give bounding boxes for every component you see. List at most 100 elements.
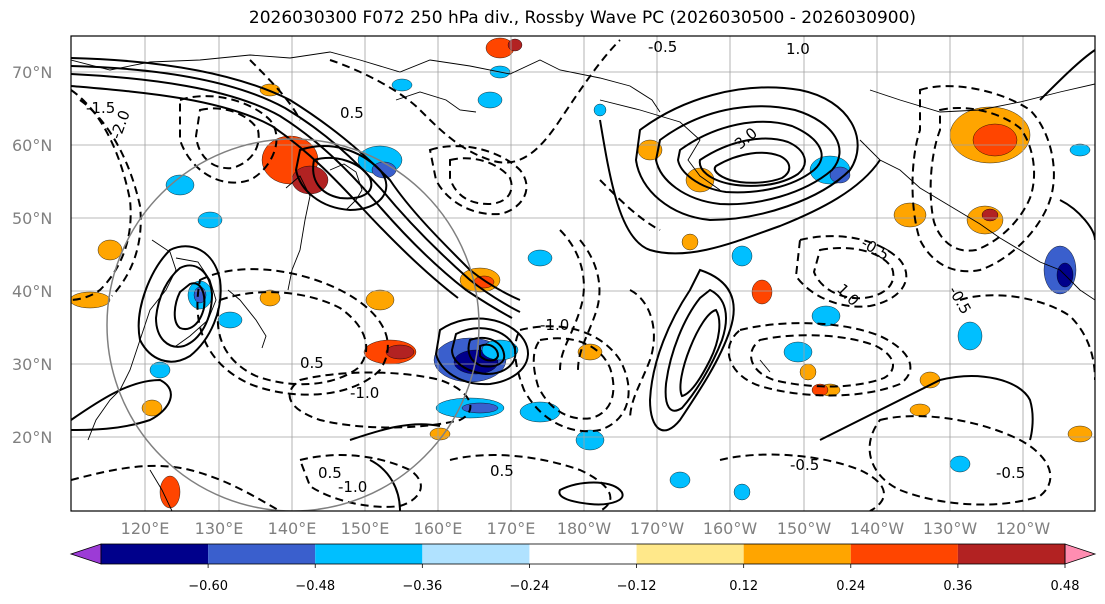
- shading-patch: [575, 429, 605, 451]
- contour-label: -0.5: [996, 464, 1025, 482]
- lat-label: 30°N: [12, 355, 52, 374]
- lon-label: 150°E: [341, 519, 390, 538]
- lon-label: 120°E: [121, 519, 170, 538]
- contour-label: 0.5: [300, 354, 324, 372]
- colorbar-tick-label: −0.12: [617, 579, 657, 594]
- shading-patch: [461, 402, 499, 414]
- contour-label: 0.5: [490, 462, 514, 480]
- colorbar-tick-labels: −0.60 −0.48 −0.36 −0.24 −0.12 0.12 0.24 0.36 0.4…: [188, 564, 1080, 594]
- colorbar: [69, 543, 1097, 565]
- shading-patch: [477, 91, 503, 109]
- contour-label: -0.5: [790, 456, 819, 474]
- shading-patch: [71, 291, 111, 309]
- colorbar-bin: [529, 544, 637, 564]
- map-frame: [70, 35, 1096, 512]
- shading-patch: [507, 38, 523, 52]
- lat-label: 40°N: [12, 282, 52, 301]
- colorbar-tick-label: −0.24: [510, 579, 550, 594]
- colorbar-tick-label: 0.36: [943, 579, 972, 594]
- contour-labels: -0.5 1.0 -1.5 -2.0 0.5 3.0 -1.0 -0.5 1.0…: [86, 38, 1025, 496]
- contour-label: 3.0: [731, 124, 761, 153]
- colorbar-tick-label: 0.12: [729, 579, 758, 594]
- shading-patch: [799, 363, 817, 381]
- lon-label: 160°E: [414, 519, 463, 538]
- latitude-labels: 70°N 60°N 50°N 40°N 30°N 20°N: [12, 63, 52, 447]
- shading-patch: [981, 208, 999, 222]
- lat-label: 70°N: [12, 63, 52, 82]
- shading-patch: [527, 249, 553, 267]
- contour-label: 1.0: [833, 280, 863, 310]
- region-circle: [106, 138, 480, 511]
- contour-label: -0.5: [648, 38, 677, 56]
- divergence-shading: [71, 37, 1093, 509]
- colorbar-bin: [422, 544, 530, 564]
- lon-label: 150°W: [777, 519, 832, 538]
- lon-label: 160°W: [703, 519, 758, 538]
- contour-label: -1.0: [338, 478, 367, 496]
- shading-patch: [365, 289, 395, 311]
- colorbar-tick-label: −0.36: [402, 579, 442, 594]
- shading-patch: [593, 103, 607, 117]
- colorbar-under-arrow: [69, 543, 102, 565]
- colorbar-bin: [957, 544, 1065, 564]
- shading-patch: [829, 166, 851, 184]
- lon-label: 180°W: [557, 519, 612, 538]
- colorbar-bin: [636, 544, 744, 564]
- colorbar-bin: [850, 544, 958, 564]
- contour-label: 0.5: [340, 104, 364, 122]
- lon-label: 170°E: [487, 519, 536, 538]
- colorbar-bin: [101, 544, 209, 564]
- contour-label: -1.5: [86, 99, 115, 117]
- contour-label: -0.5: [945, 283, 975, 317]
- lon-label: 140°E: [268, 519, 317, 538]
- colorbar-tick-label: 0.24: [836, 579, 865, 594]
- colorbar-bin: [208, 544, 316, 564]
- contour-label: -0.5: [858, 234, 892, 264]
- shading-patch: [1067, 425, 1093, 443]
- shading-patch: [197, 211, 223, 229]
- contour-label: 1.0: [786, 40, 810, 58]
- shading-patch: [97, 239, 123, 261]
- shading-patch: [893, 202, 927, 228]
- lon-label: 130°E: [195, 519, 244, 538]
- colorbar-frame: [100, 543, 1066, 565]
- shading-patch: [391, 78, 413, 92]
- shading-patch: [217, 311, 243, 329]
- shading-patch: [783, 341, 813, 363]
- colorbar-tick-label: −0.60: [188, 579, 228, 594]
- contour-label: 0.5: [318, 464, 342, 482]
- shading-patch: [141, 399, 163, 417]
- shading-patch: [751, 279, 773, 305]
- shading-patch: [733, 483, 751, 501]
- shading-patch: [149, 361, 171, 379]
- map-title: 2026030300 F072 250 hPa div., Rossby Wav…: [248, 8, 917, 28]
- shading-patch: [165, 174, 195, 196]
- rossby-wave-contours-negative: [71, 39, 1095, 511]
- longitude-labels: 120°E 130°E 140°E 150°E 160°E 170°E 180°W 170°W…: [121, 519, 1051, 538]
- colorbar-tick-label: 0.48: [1051, 579, 1080, 594]
- lat-label: 20°N: [12, 428, 52, 447]
- colorbar-bin: [743, 544, 851, 564]
- shading-patch: [385, 344, 415, 360]
- shading-patch: [1069, 143, 1091, 157]
- shading-patch: [972, 123, 1018, 157]
- lon-label: 170°W: [630, 519, 685, 538]
- shading-patch: [949, 455, 971, 473]
- shading-patch: [681, 233, 699, 251]
- contour-label: -1.0: [350, 384, 379, 402]
- shading-patch: [957, 321, 983, 351]
- shading-patch: [159, 475, 181, 509]
- shading-patch: [731, 245, 753, 267]
- shading-patch: [811, 305, 841, 327]
- colorbar-bin: [315, 544, 423, 564]
- lon-label: 130°W: [923, 519, 978, 538]
- lat-label: 60°N: [12, 136, 52, 155]
- shading-patch: [909, 403, 931, 417]
- lon-label: 140°W: [850, 519, 905, 538]
- colorbar-over-arrow: [1064, 543, 1097, 565]
- lon-label: 120°W: [996, 519, 1051, 538]
- rossby-wave-contours: [71, 49, 1095, 511]
- shading-patch: [669, 471, 691, 489]
- colorbar-tick-label: −0.48: [295, 579, 335, 594]
